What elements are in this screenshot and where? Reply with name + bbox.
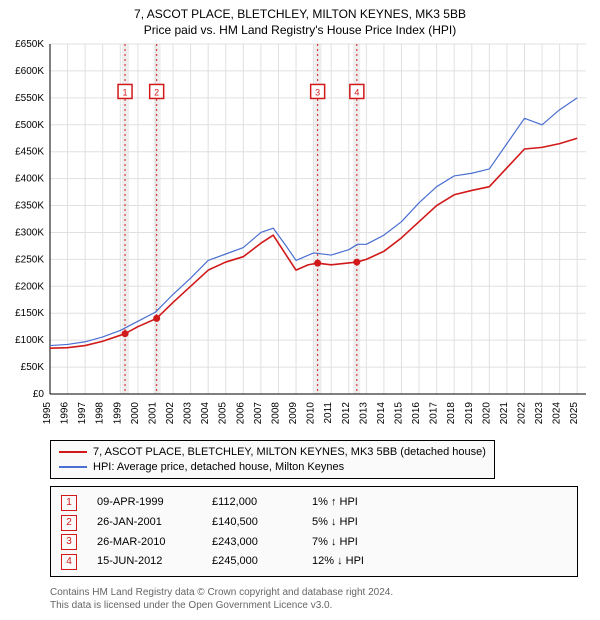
event-diff: 7% ↓ HPI [312,533,412,553]
event-date: 26-MAR-2010 [97,533,192,553]
svg-text:1998: 1998 [95,402,106,425]
svg-text:4: 4 [354,87,359,97]
svg-text:£400K: £400K [15,174,44,185]
svg-text:£0: £0 [33,389,45,400]
event-price: £243,000 [212,533,292,553]
svg-text:2005: 2005 [218,402,229,425]
svg-text:£450K: £450K [15,147,44,158]
svg-text:£650K: £650K [15,39,44,50]
svg-text:2007: 2007 [253,402,264,425]
legend-swatch [59,451,87,453]
svg-text:2006: 2006 [235,402,246,425]
svg-text:2002: 2002 [165,402,176,425]
legend-label: 7, ASCOT PLACE, BLETCHLEY, MILTON KEYNES… [93,445,486,460]
legend-item: HPI: Average price, detached house, Milt… [59,460,486,475]
legend-label: HPI: Average price, detached house, Milt… [93,460,344,475]
event-badge: 2 [61,515,77,531]
legend: 7, ASCOT PLACE, BLETCHLEY, MILTON KEYNES… [50,440,495,479]
event-badge: 4 [61,554,77,570]
svg-text:2017: 2017 [429,402,440,425]
event-row: 4 15-JUN-2012 £245,000 12% ↓ HPI [61,552,567,572]
svg-text:1997: 1997 [77,402,88,425]
event-badge: 3 [61,534,77,550]
page-root: 7, ASCOT PLACE, BLETCHLEY, MILTON KEYNES… [0,0,600,620]
svg-text:£500K: £500K [15,120,44,131]
svg-text:2012: 2012 [341,402,352,425]
event-diff: 1% ↑ HPI [312,493,412,513]
svg-text:2004: 2004 [200,402,211,425]
svg-text:3: 3 [315,87,320,97]
svg-text:£250K: £250K [15,254,44,265]
svg-text:2021: 2021 [499,402,510,425]
event-diff: 12% ↓ HPI [312,552,412,572]
svg-text:£100K: £100K [15,335,44,346]
copyright-line1: Contains HM Land Registry data © Crown c… [50,586,393,599]
svg-text:2: 2 [154,87,159,97]
price-chart: £0£50K£100K£150K£200K£250K£300K£350K£400… [50,44,586,414]
svg-text:2010: 2010 [306,402,317,425]
svg-text:2019: 2019 [464,402,475,425]
svg-text:2024: 2024 [552,402,563,425]
event-row: 3 26-MAR-2010 £243,000 7% ↓ HPI [61,533,567,553]
svg-text:2018: 2018 [446,402,457,425]
title-address: 7, ASCOT PLACE, BLETCHLEY, MILTON KEYNES… [0,6,600,22]
svg-text:2008: 2008 [270,402,281,425]
event-price: £245,000 [212,552,292,572]
svg-text:£200K: £200K [15,281,44,292]
svg-text:2015: 2015 [393,402,404,425]
svg-text:2016: 2016 [411,402,422,425]
svg-text:2022: 2022 [516,402,527,425]
svg-text:2013: 2013 [358,402,369,425]
event-row: 1 09-APR-1999 £112,000 1% ↑ HPI [61,493,567,513]
event-date: 26-JAN-2001 [97,513,192,533]
svg-text:2023: 2023 [534,402,545,425]
svg-text:£350K: £350K [15,201,44,212]
legend-swatch [59,466,87,468]
svg-text:£50K: £50K [21,362,45,373]
copyright-line2: This data is licensed under the Open Gov… [50,599,393,612]
event-date: 15-JUN-2012 [97,552,192,572]
svg-text:2011: 2011 [323,402,334,424]
event-price: £112,000 [212,493,292,513]
svg-text:£300K: £300K [15,227,44,238]
svg-text:2025: 2025 [569,402,580,425]
svg-text:2009: 2009 [288,402,299,425]
svg-text:£600K: £600K [15,66,44,77]
svg-text:1: 1 [123,87,128,97]
svg-text:2020: 2020 [481,402,492,425]
legend-item: 7, ASCOT PLACE, BLETCHLEY, MILTON KEYNES… [59,445,486,460]
svg-text:1995: 1995 [42,402,53,425]
svg-text:£150K: £150K [15,308,44,319]
copyright: Contains HM Land Registry data © Crown c… [50,586,393,612]
event-date: 09-APR-1999 [97,493,192,513]
title-subtitle: Price paid vs. HM Land Registry's House … [0,22,600,38]
event-diff: 5% ↓ HPI [312,513,412,533]
events-table: 1 09-APR-1999 £112,000 1% ↑ HPI 2 26-JAN-2001… [50,486,578,577]
event-row: 2 26-JAN-2001 £140,500 5% ↓ HPI [61,513,567,533]
svg-text:1996: 1996 [60,402,71,425]
event-badge: 1 [61,495,77,511]
title-block: 7, ASCOT PLACE, BLETCHLEY, MILTON KEYNES… [0,0,600,38]
svg-text:2000: 2000 [130,402,141,425]
svg-text:1999: 1999 [112,402,123,425]
svg-text:2003: 2003 [183,402,194,425]
event-price: £140,500 [212,513,292,533]
svg-text:2014: 2014 [376,402,387,425]
svg-text:£550K: £550K [15,93,44,104]
svg-text:2001: 2001 [147,402,158,425]
